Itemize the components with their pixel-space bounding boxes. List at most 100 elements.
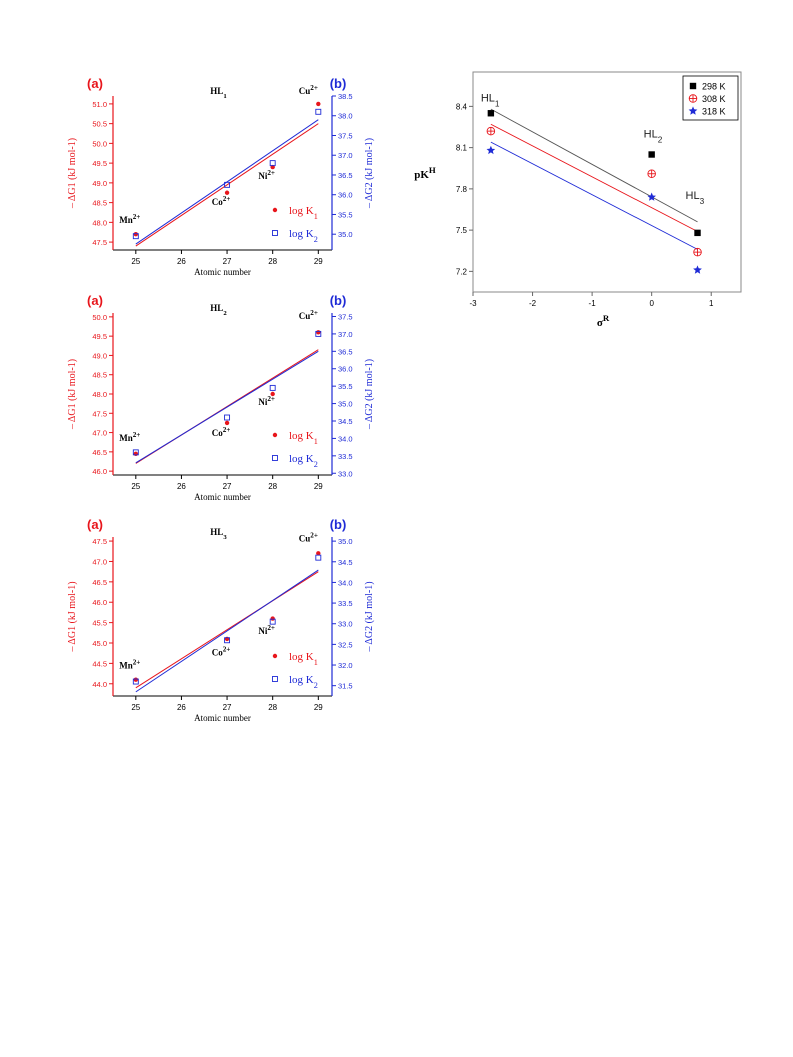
x-tick-label: 1 bbox=[709, 299, 714, 308]
x-tick-label: 28 bbox=[268, 703, 277, 712]
x-tick-label: 25 bbox=[131, 703, 140, 712]
data-point-log-k1 bbox=[316, 551, 321, 556]
left-y-tick-label: 47.0 bbox=[92, 429, 107, 438]
x-tick-label: 25 bbox=[131, 482, 140, 491]
legend-marker-log-k2 bbox=[272, 455, 278, 461]
y-tick-label: 8.4 bbox=[456, 102, 468, 111]
right-y-tick-label: 35.0 bbox=[338, 230, 353, 239]
left-y-axis-label: – ΔG1 (kJ mol-1) bbox=[67, 581, 78, 652]
data-point-log-k1 bbox=[270, 616, 275, 621]
left-y-axis-label: – ΔG1 (kJ mol-1) bbox=[67, 138, 78, 209]
data-point-log-k1 bbox=[133, 232, 139, 237]
x-tick-label: 29 bbox=[314, 257, 323, 266]
data-point-log-k1 bbox=[224, 420, 230, 426]
left-y-tick-label: 51.0 bbox=[92, 100, 107, 109]
point-label-hl2: HL2 bbox=[644, 129, 663, 145]
legend-marker-log-k1 bbox=[272, 207, 278, 213]
right-y-tick-label: 34.0 bbox=[338, 578, 353, 587]
data-point-log-k1 bbox=[133, 677, 139, 682]
ion-label-ni: Ni2+ bbox=[258, 624, 275, 636]
fit-line-log-k2 bbox=[135, 569, 319, 693]
data-point-log-k2 bbox=[224, 414, 231, 421]
right-y-axis-label: – ΔG2 (kJ mol-1) bbox=[364, 581, 375, 652]
right-y-tick-label: 35.5 bbox=[338, 210, 353, 219]
left-y-tick-label: 49.5 bbox=[92, 159, 107, 168]
legend-marker-1 bbox=[689, 82, 697, 90]
data-point-318-k bbox=[486, 145, 496, 155]
left-y-tick-label: 47.0 bbox=[92, 557, 107, 566]
left-y-tick-label: 50.0 bbox=[92, 313, 107, 322]
x-tick-label: -2 bbox=[529, 299, 537, 308]
ion-label-ni: Ni2+ bbox=[258, 395, 275, 407]
ion-label-mn: Mn2+ bbox=[119, 431, 140, 443]
ion-label-cu: Cu2+ bbox=[299, 309, 318, 321]
x-tick-label: -3 bbox=[469, 299, 477, 308]
legend-marker-log-k1 bbox=[272, 432, 278, 438]
panel-title: HL3 bbox=[210, 527, 227, 541]
chart-panel-1: 25 26 27 28 29 Atomic number 47.5 48.0 48.5 49.0 4… bbox=[67, 76, 375, 277]
x-tick-label: 28 bbox=[268, 257, 277, 266]
right-y-tick-label: 37.0 bbox=[338, 151, 353, 160]
data-point-log-k2 bbox=[224, 637, 231, 644]
legend-label-log-k2: log K2 bbox=[289, 228, 318, 244]
right-y-tick-label: 32.5 bbox=[338, 640, 353, 649]
x-axis-label: Atomic number bbox=[194, 713, 251, 723]
legend-marker-log-k2 bbox=[272, 676, 278, 682]
left-y-tick-label: 48.0 bbox=[92, 390, 107, 399]
left-y-tick-label: 50.0 bbox=[92, 139, 107, 148]
left-y-tick-label: 45.0 bbox=[92, 639, 107, 648]
chart-pkh-vs-sigma: -3 -2 -1 0 1 7.2 7.5 7.8 8.1 8.4 σR pKH HL1 HL2 HL3 298… bbox=[414, 71, 742, 329]
right-y-tick-label: 32.0 bbox=[338, 661, 353, 670]
left-y-tick-label: 46.5 bbox=[92, 578, 107, 587]
data-point-318-k bbox=[693, 265, 702, 274]
data-point-log-k1 bbox=[316, 330, 321, 335]
x-tick-label: -1 bbox=[589, 299, 597, 308]
right-y-tick-label: 33.5 bbox=[338, 452, 353, 461]
chart-panel-2: 25 26 27 28 29 Atomic number 46.0 46.5 47.0 47.5 4… bbox=[67, 293, 375, 502]
x-tick-label: 26 bbox=[177, 257, 186, 266]
data-point-298-k bbox=[487, 110, 495, 117]
legend-label-log-k1: log K1 bbox=[289, 651, 318, 667]
right-y-tick-label: 38.0 bbox=[338, 112, 353, 121]
x-tick-label: 27 bbox=[223, 482, 232, 491]
x-tick-label: 26 bbox=[177, 703, 186, 712]
data-point-log-k1 bbox=[270, 391, 275, 397]
ion-label-cu: Cu2+ bbox=[299, 531, 318, 543]
left-y-tick-label: 44.5 bbox=[92, 659, 107, 668]
legend-marker-log-k1 bbox=[272, 653, 278, 659]
right-y-tick-label: 35.0 bbox=[338, 537, 353, 546]
data-point-log-k1 bbox=[316, 101, 321, 107]
x-tick-label: 29 bbox=[314, 703, 323, 712]
data-point-298-k bbox=[648, 151, 655, 158]
legend-label-log-k2: log K2 bbox=[289, 453, 318, 469]
fit-line-series-2 bbox=[490, 123, 698, 232]
chart-panel-3: 25 26 27 28 29 Atomic number 44.0 44.5 45.0 45.5 4… bbox=[67, 517, 375, 723]
y-tick-label: 7.8 bbox=[456, 185, 468, 194]
legend-label-log-k1: log K1 bbox=[289, 205, 318, 221]
data-point-318-k bbox=[647, 192, 656, 201]
data-point-298-k bbox=[694, 229, 701, 237]
left-y-tick-label: 49.5 bbox=[92, 332, 107, 341]
fit-line-series-1 bbox=[490, 108, 698, 223]
fit-line-log-k1 bbox=[135, 123, 319, 247]
panel-letter-left: (a) bbox=[87, 293, 103, 308]
right-y-tick-label: 36.5 bbox=[338, 347, 353, 356]
panel-letter-right: (b) bbox=[330, 76, 347, 91]
left-y-tick-label: 48.5 bbox=[92, 371, 107, 380]
right-y-tick-label: 35.5 bbox=[338, 382, 353, 391]
legend-label-log-k2: log K2 bbox=[289, 674, 318, 690]
right-y-tick-label: 34.5 bbox=[338, 417, 353, 426]
right-y-tick-label: 31.5 bbox=[338, 682, 353, 691]
right-y-tick-label: 35.0 bbox=[338, 400, 353, 409]
right-y-tick-label: 36.0 bbox=[338, 365, 353, 374]
y-tick-label: 7.5 bbox=[456, 226, 468, 235]
legend-marker-log-k2 bbox=[272, 230, 278, 236]
ion-label-co: Co2+ bbox=[212, 426, 231, 438]
right-y-tick-label: 37.5 bbox=[338, 131, 353, 140]
right-y-tick-label: 37.0 bbox=[338, 330, 353, 339]
right-y-tick-label: 36.0 bbox=[338, 191, 353, 200]
panel-letter-right: (b) bbox=[330, 293, 347, 308]
legend-label-log-k1: log K1 bbox=[289, 430, 318, 446]
